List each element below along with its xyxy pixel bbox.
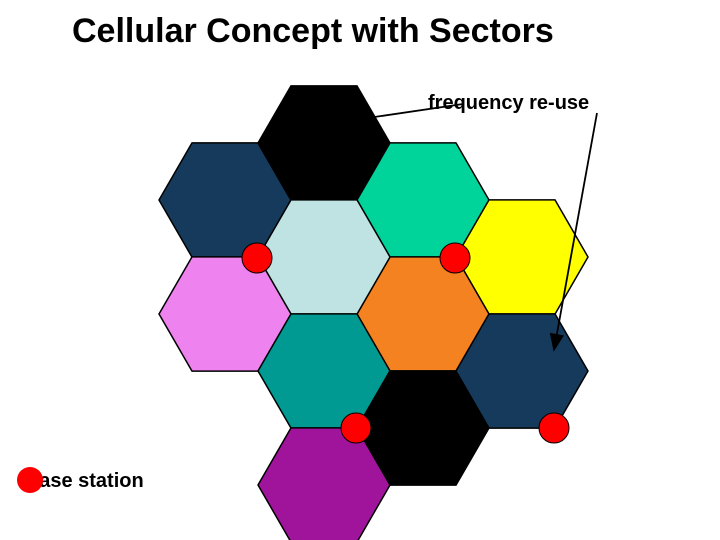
hex-cell (357, 143, 489, 257)
base-station-dot (440, 243, 470, 273)
hex-cell (258, 200, 390, 314)
base-station-dot (242, 243, 272, 273)
base-station-layer (242, 243, 569, 443)
base-station-legend-dot (17, 467, 43, 493)
hex-cell (159, 143, 291, 257)
page-title: Cellular Concept with Sectors (72, 12, 554, 51)
hex-cell (258, 314, 390, 428)
label-frequency-reuse: frequency re-use (428, 92, 589, 115)
label-base-station: base station (27, 470, 144, 493)
base-station-dot (539, 413, 569, 443)
hex-cell (357, 371, 489, 485)
hex-cell (357, 257, 489, 371)
diagram-canvas (0, 0, 720, 540)
diagram-stage: { "title": { "text": "Cellular Concept w… (0, 0, 720, 540)
hex-cell (456, 200, 588, 314)
base-station-dot (341, 413, 371, 443)
hex-layer (159, 86, 588, 540)
hex-cell (159, 257, 291, 371)
hex-cell (258, 86, 390, 200)
arrow-layer (286, 104, 597, 350)
hex-cell (456, 314, 588, 428)
arrow-line (554, 113, 597, 350)
hex-cell (258, 428, 390, 540)
